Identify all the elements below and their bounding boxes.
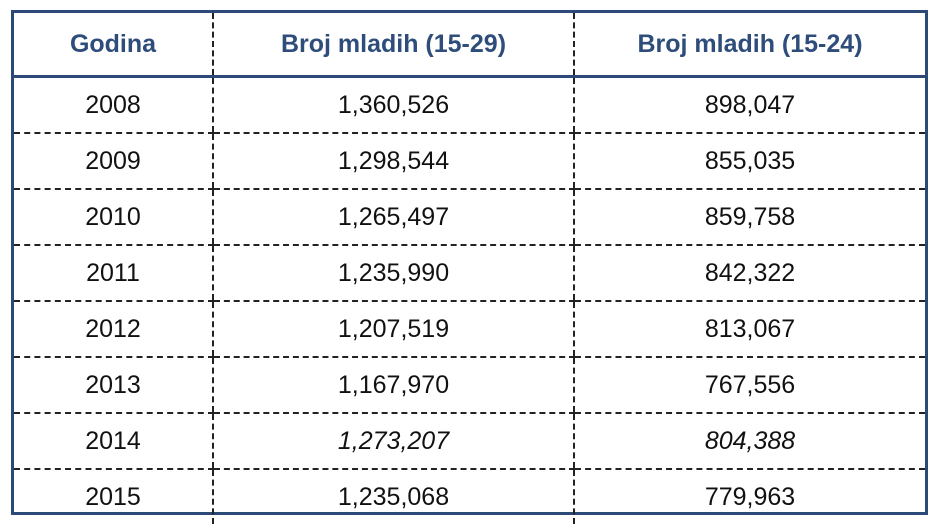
cell-youth-15-24: 898,047: [573, 76, 925, 134]
header-year: Godina: [14, 13, 213, 78]
cell-youth-15-24: 859,758: [573, 189, 925, 246]
table-row: 2011 1,235,990 842,322: [14, 245, 925, 302]
cell-youth-15-29: 1,207,519: [212, 301, 574, 358]
cell-year: 2014: [14, 413, 213, 470]
cell-youth-15-29: 1,298,544: [212, 133, 574, 190]
youth-population-table-container: Godina Broj mladih (15-29) Broj mladih (…: [11, 10, 928, 524]
header-youth-15-24: Broj mladih (15-24): [573, 13, 925, 78]
header-youth-15-29: Broj mladih (15-29): [212, 13, 574, 78]
header-row: Godina Broj mladih (15-29) Broj mladih (…: [14, 13, 925, 78]
cell-youth-15-29: 1,265,497: [212, 189, 574, 246]
table-row: 2010 1,265,497 859,758: [14, 189, 925, 246]
cell-year: 2008: [14, 76, 213, 134]
table-row: 2015 1,235,068 779,963: [14, 469, 925, 524]
cell-youth-15-29: 1,235,990: [212, 245, 574, 302]
cell-youth-15-24: 767,556: [573, 357, 925, 414]
cell-year: 2010: [14, 189, 213, 246]
table-row: 2009 1,298,544 855,035: [14, 133, 925, 190]
cell-youth-15-24: 842,322: [573, 245, 925, 302]
cell-youth-15-29: 1,167,970: [212, 357, 574, 414]
cell-year: 2013: [14, 357, 213, 414]
table-row: 2008 1,360,526 898,047: [14, 76, 925, 134]
cell-youth-15-24: 779,963: [573, 469, 925, 524]
table-row: 2013 1,167,970 767,556: [14, 357, 925, 414]
cell-youth-15-24: 804,388: [573, 413, 925, 470]
cell-youth-15-29: 1,273,207: [212, 413, 574, 470]
cell-year: 2011: [14, 245, 213, 302]
cell-year: 2012: [14, 301, 213, 358]
table-row-estimated: 2014 1,273,207 804,388: [14, 413, 925, 470]
table-row: 2012 1,207,519 813,067: [14, 301, 925, 358]
cell-year: 2009: [14, 133, 213, 190]
cell-youth-15-29: 1,360,526: [212, 76, 574, 134]
cell-youth-15-29: 1,235,068: [212, 469, 574, 524]
cell-youth-15-24: 813,067: [573, 301, 925, 358]
cell-youth-15-24: 855,035: [573, 133, 925, 190]
youth-population-table: Godina Broj mladih (15-29) Broj mladih (…: [14, 13, 925, 524]
cell-year: 2015: [85, 482, 141, 511]
